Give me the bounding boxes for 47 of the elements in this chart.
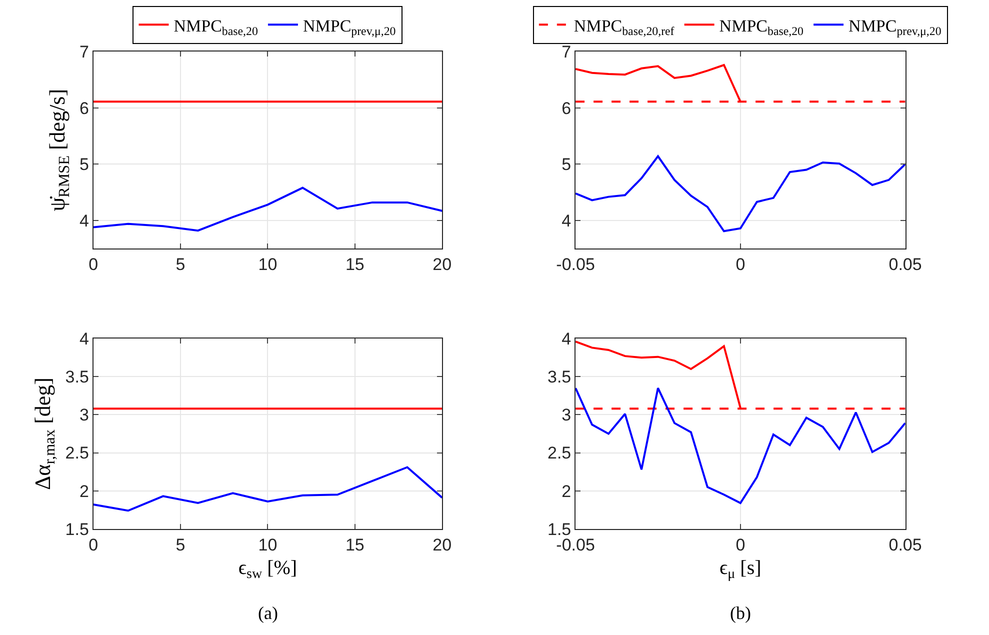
y-tick-label: 4 bbox=[562, 330, 572, 349]
y-tick-label: 5 bbox=[562, 155, 572, 174]
legend-label: NMPC$_{base,20}$ bbox=[174, 16, 258, 38]
x-tick-label: 10 bbox=[258, 535, 278, 554]
x-axis-title: ϵ$_{sw}$ [%] bbox=[238, 556, 298, 582]
legend-label: NMPC$_{prev,μ,20}$ bbox=[302, 16, 396, 38]
y-tick-label: 4 bbox=[562, 211, 572, 230]
y-tick-label: 2 bbox=[562, 482, 572, 501]
legend-label: NMPC$_{base,20}$ bbox=[719, 16, 804, 38]
line-series bbox=[93, 466, 442, 512]
text: (b) bbox=[730, 603, 751, 623]
x-axis-title: ϵ$_{μ}$ [s] bbox=[720, 556, 762, 582]
y-tick-label: 4 bbox=[79, 330, 89, 349]
y-tick-label: 3 bbox=[562, 406, 572, 425]
y-tick-label: 2 bbox=[79, 482, 89, 501]
y-tick-label: 2.5 bbox=[65, 444, 89, 463]
y-tick-label: 2.5 bbox=[548, 444, 572, 463]
x-tick-label: 5 bbox=[176, 255, 186, 274]
line-series bbox=[576, 155, 906, 232]
x-tick-label: 20 bbox=[432, 255, 452, 274]
x-tick-label: 0 bbox=[88, 255, 98, 274]
legend-label: NMPC$_{prev,μ,20}$ bbox=[848, 16, 942, 38]
x-tick-label: 15 bbox=[345, 255, 364, 274]
line-series bbox=[93, 186, 442, 232]
x-tick-label: 0.05 bbox=[888, 255, 922, 274]
y-tick-label: 6 bbox=[562, 98, 572, 118]
x-tick-label: 0 bbox=[88, 535, 98, 554]
y-tick-label: 1.5 bbox=[65, 520, 89, 539]
line-series bbox=[576, 387, 906, 504]
x-tick-label: 0 bbox=[736, 535, 746, 554]
legend-label: NMPC$_{base,20,ref}$ bbox=[574, 16, 674, 38]
y-tick-label: 6 bbox=[79, 98, 89, 118]
y-tick-label: 5 bbox=[79, 155, 89, 174]
x-tick-label: 0.05 bbox=[888, 535, 922, 554]
y-tick-label: 7 bbox=[79, 42, 89, 62]
x-tick-label: 20 bbox=[432, 535, 452, 554]
x-tick-label: 5 bbox=[176, 535, 186, 554]
x-tick-label: -0.05 bbox=[556, 255, 595, 274]
x-tick-label: 10 bbox=[258, 255, 278, 274]
y-tick-label: 4 bbox=[79, 211, 89, 230]
y-tick-label: 3.5 bbox=[548, 368, 572, 387]
text: (a) bbox=[258, 603, 278, 623]
y-tick-label: 7 bbox=[562, 42, 572, 62]
x-tick-label: 15 bbox=[345, 535, 364, 554]
y-tick-label: 3 bbox=[79, 406, 89, 425]
y-tick-label: 3.5 bbox=[65, 368, 89, 387]
x-tick-label: 0 bbox=[736, 255, 746, 274]
